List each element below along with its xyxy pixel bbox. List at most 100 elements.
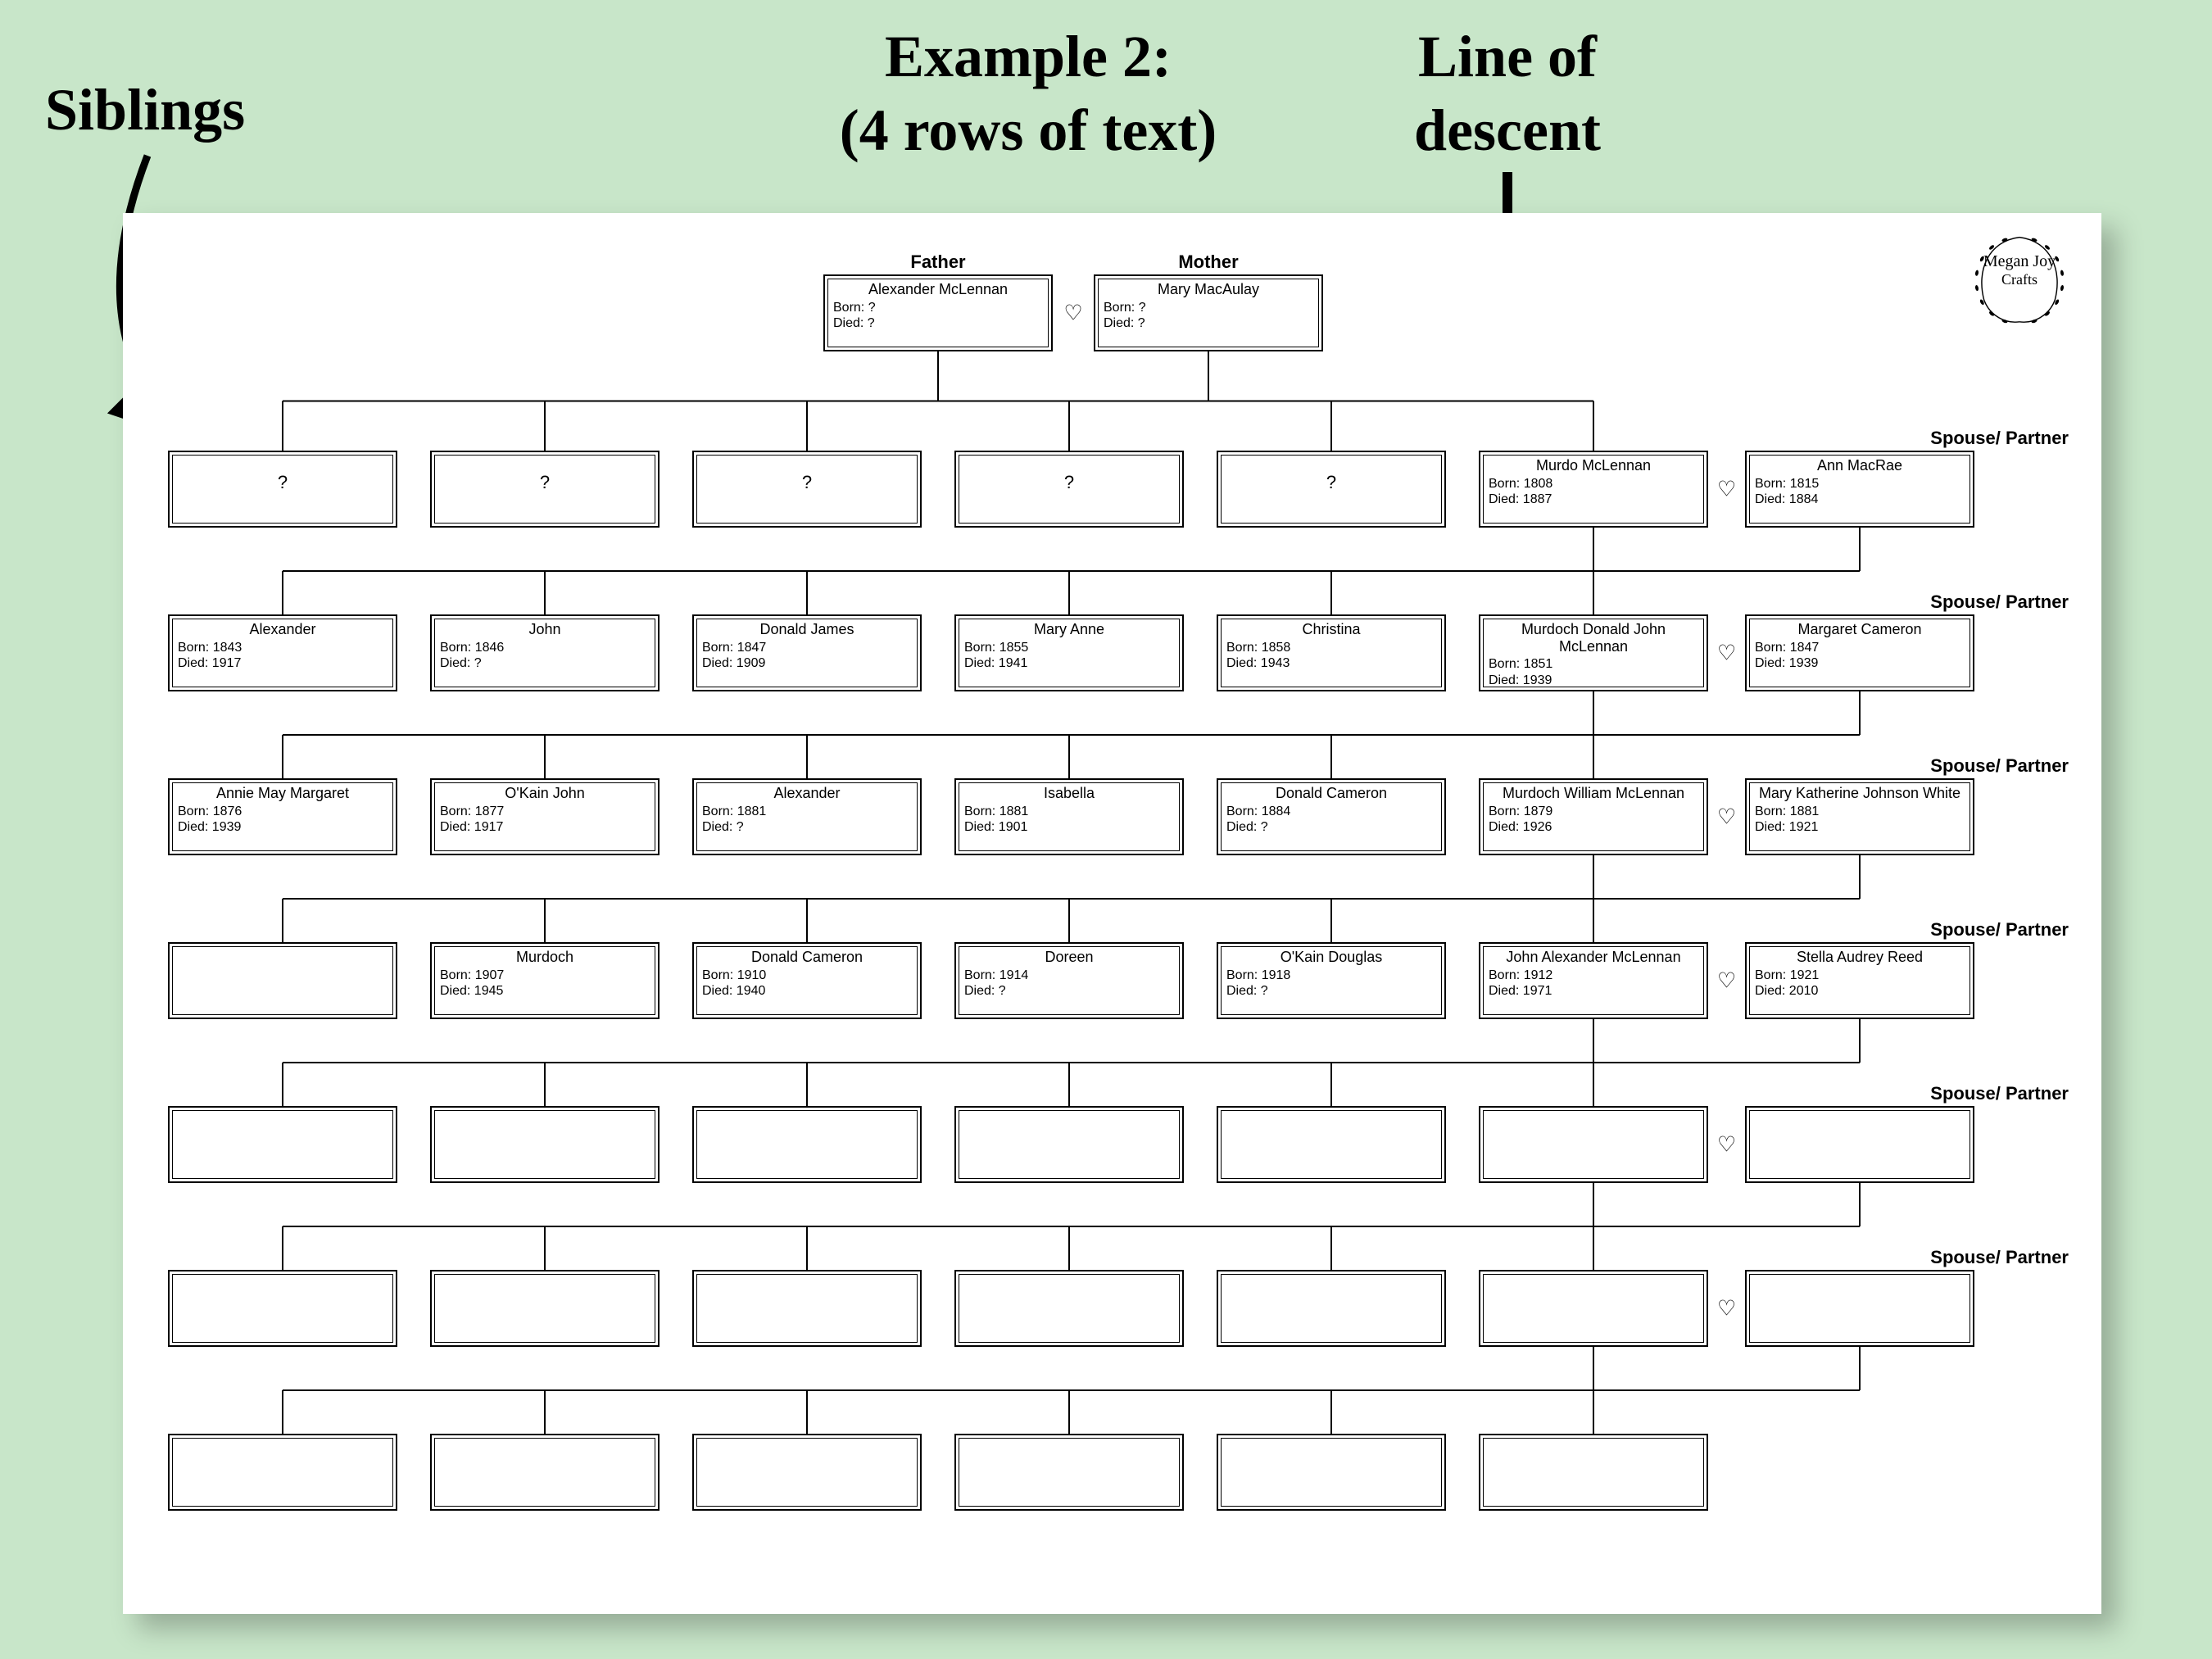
person-born: Born: 1877 <box>438 804 651 819</box>
gen2-sibling-1: O'Kain John Born: 1877Died: 1917 <box>430 778 660 855</box>
heart-icon: ♡ <box>1717 968 1736 994</box>
person-died: Died: 1917 <box>438 819 651 835</box>
person-born: Born: 1808 <box>1487 476 1700 492</box>
person-born: Born: ? <box>1102 300 1315 315</box>
person-died: Died: ? <box>963 983 1176 999</box>
annotation-title-2: (4 rows of text) <box>840 98 1217 163</box>
person-died: Died: 1939 <box>1753 655 1966 671</box>
annotation-title-1: Example 2: <box>885 25 1172 89</box>
person-died: Died: ? <box>438 655 651 671</box>
gen3-sibling-0 <box>168 942 397 1019</box>
gen3-sibling-1: MurdochBorn: 1907Died: 1945 <box>430 942 660 1019</box>
person-died: Died: 1971 <box>1487 983 1700 999</box>
person-unknown: ? <box>963 457 1176 493</box>
gen2-spouse: Mary Katherine Johnson WhiteBorn: 1881Di… <box>1745 778 1974 855</box>
gen2-sibling-0: Annie May MargaretBorn: 1876Died: 1939 <box>168 778 397 855</box>
person-name: Alexander McLennan <box>832 281 1045 298</box>
person-born: Born: 1884 <box>1225 804 1438 819</box>
person-name: Murdo McLennan <box>1487 457 1700 474</box>
gen6-sibling-2 <box>692 1434 922 1511</box>
gen0-spouse: Ann MacRaeBorn: 1815Died: 1884 <box>1745 451 1974 528</box>
person-born: Born: 1815 <box>1753 476 1966 492</box>
person-name: Doreen <box>963 949 1176 966</box>
person-born: Born: 1855 <box>963 640 1176 655</box>
heart-icon: ♡ <box>1717 477 1736 502</box>
person-unknown: ? <box>438 457 651 493</box>
person-unknown: ? <box>1225 457 1438 493</box>
person-born: Born: 1914 <box>963 968 1176 983</box>
gen5-main <box>1479 1270 1708 1347</box>
brand-logo: Megan JoyCrafts <box>1970 229 2069 311</box>
person-born: Born: 1912 <box>1487 968 1700 983</box>
gen4-sibling-0 <box>168 1106 397 1183</box>
label-spouse-gen3: Spouse/ Partner <box>1930 919 2069 941</box>
person-name: Alexander <box>700 785 913 802</box>
person-died: Died: ? <box>1102 315 1315 331</box>
person-died: Died: ? <box>1225 819 1438 835</box>
person-died: Died: ? <box>700 819 913 835</box>
person-born: Born: 1847 <box>1753 640 1966 655</box>
annotation-lod-1: Line of <box>1418 25 1597 89</box>
heart-icon: ♡ <box>1063 301 1082 326</box>
gen1-sibling-0: AlexanderBorn: 1843Died: 1917 <box>168 614 397 691</box>
person-died: Died: 1939 <box>1487 673 1700 688</box>
label-spouse-gen1: Spouse/ Partner <box>1930 592 2069 613</box>
gen6-sibling-0 <box>168 1434 397 1511</box>
person-unknown: ? <box>700 457 913 493</box>
label-spouse-gen5: Spouse/ Partner <box>1930 1247 2069 1268</box>
person-name: Donald Cameron <box>1225 785 1438 802</box>
gen3-main: John Alexander McLennanBorn: 1912Died: 1… <box>1479 942 1708 1019</box>
gen5-sibling-3 <box>954 1270 1184 1347</box>
person-name: Mary Anne <box>963 621 1176 638</box>
person-born: Born: 1858 <box>1225 640 1438 655</box>
person-born: Born: 1918 <box>1225 968 1438 983</box>
gen1-sibling-1: JohnBorn: 1846Died: ? <box>430 614 660 691</box>
label-spouse-gen4: Spouse/ Partner <box>1930 1083 2069 1104</box>
heart-icon: ♡ <box>1717 1296 1736 1321</box>
annotation-lod-2: descent <box>1414 98 1601 163</box>
person-born: Born: 1881 <box>700 804 913 819</box>
gen0-sibling-0: ? <box>168 451 397 528</box>
heart-icon: ♡ <box>1717 1132 1736 1158</box>
gen2-sibling-3: IsabellaBorn: 1881Died: 1901 <box>954 778 1184 855</box>
person-name: O'Kain John <box>438 785 651 802</box>
gen0-sibling-4: ? <box>1217 451 1446 528</box>
person-died: Died: 1887 <box>1487 492 1700 507</box>
person-died: Died: 1901 <box>963 819 1176 835</box>
person-name: Mary MacAulay <box>1102 281 1315 298</box>
gen4-sibling-4 <box>1217 1106 1446 1183</box>
person-born: Born: 1907 <box>438 968 651 983</box>
gen3-sibling-2: Donald Cameron Born: 1910Died: 1940 <box>692 942 922 1019</box>
person-name: Donald James <box>700 621 913 638</box>
gen4-sibling-3 <box>954 1106 1184 1183</box>
person-name: Mary Katherine Johnson White <box>1753 785 1966 802</box>
person-died: Died: 1940 <box>700 983 913 999</box>
person-unknown: ? <box>176 457 389 493</box>
person-name: Murdoch Donald John McLennan <box>1487 621 1700 655</box>
person-died: Died: 1941 <box>963 655 1176 671</box>
person-name: Donald Cameron <box>700 949 913 966</box>
gen1-sibling-3: Mary Anne Born: 1855Died: 1941 <box>954 614 1184 691</box>
person-born: Born: 1847 <box>700 640 913 655</box>
person-name: Murdoch William McLennan <box>1487 785 1700 802</box>
gen1-sibling-2: Donald JamesBorn: 1847Died: 1909 <box>692 614 922 691</box>
person-name: Annie May Margaret <box>176 785 389 802</box>
gen2-sibling-4: Donald Cameron Born: 1884Died: ? <box>1217 778 1446 855</box>
person-born: Born: 1910 <box>700 968 913 983</box>
gen5-sibling-4 <box>1217 1270 1446 1347</box>
parent-father-box: Alexander McLennanBorn: ?Died: ? <box>823 274 1053 351</box>
gen5-sibling-1 <box>430 1270 660 1347</box>
gen4-sibling-1 <box>430 1106 660 1183</box>
heart-icon: ♡ <box>1717 641 1736 666</box>
gen5-sibling-2 <box>692 1270 922 1347</box>
gen3-spouse: Stella Audrey ReedBorn: 1921Died: 2010 <box>1745 942 1974 1019</box>
label-spouse-gen2: Spouse/ Partner <box>1930 755 2069 777</box>
person-name: Christina <box>1225 621 1438 638</box>
gen5-spouse <box>1745 1270 1974 1347</box>
gen6-main <box>1479 1434 1708 1511</box>
person-name: John <box>438 621 651 638</box>
person-died: Died: ? <box>832 315 1045 331</box>
person-died: Died: ? <box>1225 983 1438 999</box>
person-name: O'Kain Douglas <box>1225 949 1438 966</box>
person-name: Stella Audrey Reed <box>1753 949 1966 966</box>
